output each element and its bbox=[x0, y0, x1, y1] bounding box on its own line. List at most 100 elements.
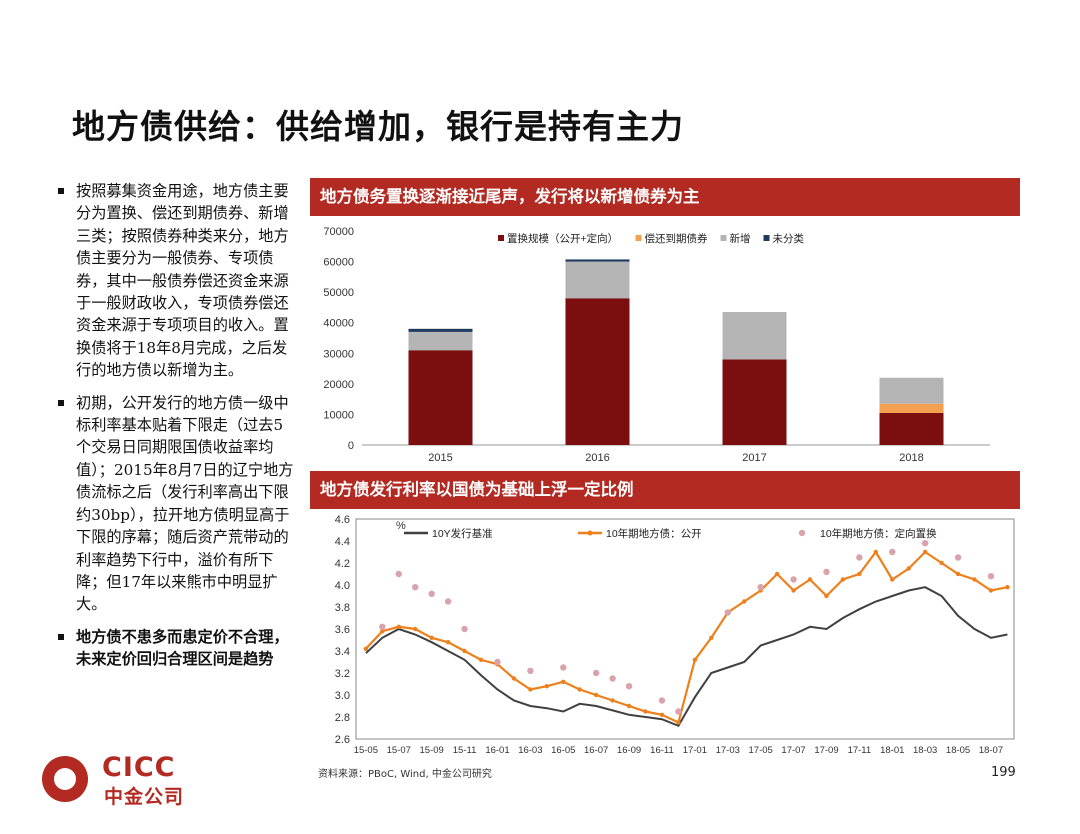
series-marker bbox=[363, 646, 369, 651]
series-line bbox=[365, 586, 1008, 728]
y-tick-label: 60000 bbox=[323, 257, 354, 269]
series-marker bbox=[593, 692, 599, 698]
scatter-point bbox=[379, 623, 386, 630]
x-tick-label: 17-07 bbox=[781, 745, 805, 756]
y-tick-label: 10000 bbox=[323, 409, 354, 421]
y-tick-label: 70000 bbox=[323, 226, 354, 238]
scatter-point bbox=[395, 570, 402, 578]
series-marker bbox=[873, 549, 879, 555]
logo-text-en: CICC bbox=[102, 752, 176, 783]
x-tick-label: 15-07 bbox=[387, 745, 411, 756]
scatter-point bbox=[494, 658, 501, 666]
series-line bbox=[365, 550, 1008, 725]
series-marker bbox=[478, 657, 484, 662]
scatter-point bbox=[790, 576, 797, 583]
scatter-point bbox=[625, 683, 633, 690]
x-tick-label: 16-09 bbox=[617, 745, 641, 756]
series-marker bbox=[643, 709, 648, 714]
series-marker bbox=[561, 679, 566, 684]
y-tick-label: 3.4 bbox=[335, 646, 350, 658]
bullet-marker bbox=[58, 633, 64, 640]
plot-frame bbox=[355, 518, 1015, 740]
x-tick-label: 17-05 bbox=[749, 745, 773, 756]
scatter-point bbox=[675, 708, 682, 715]
legend-label: 偿还到期债券 bbox=[645, 232, 708, 245]
scatter-point bbox=[592, 669, 600, 677]
series-marker bbox=[742, 599, 747, 604]
series-marker bbox=[544, 684, 550, 689]
scatter-point bbox=[757, 584, 764, 591]
bar-segment bbox=[408, 331, 473, 351]
x-tick-label: 2018 bbox=[899, 452, 923, 464]
bullet-item: 初期，公开发行的地方债一级中标利率基本贴着下限走（过去5个交易日同期限国债收益率… bbox=[58, 392, 298, 616]
bullet-text: 初期，公开发行的地方债一级中标利率基本贴着下限走（过去5个交易日同期限国债收益率… bbox=[76, 393, 294, 614]
series-marker bbox=[676, 720, 681, 725]
series-marker bbox=[824, 593, 829, 599]
scatter-point bbox=[609, 675, 616, 682]
legend-label: 10Y发行基准 bbox=[432, 527, 493, 540]
x-tick-label: 17-01 bbox=[683, 745, 707, 756]
scatter-point bbox=[954, 554, 962, 561]
bar-segment bbox=[722, 359, 787, 445]
series-marker bbox=[840, 577, 846, 582]
x-tick-label: 18-01 bbox=[880, 745, 904, 756]
y-tick-label: 4.0 bbox=[335, 580, 350, 592]
legend-swatch bbox=[498, 235, 504, 241]
series-marker bbox=[380, 629, 385, 634]
legend-label: 10年期地方债：定向置换 bbox=[820, 527, 937, 540]
series-marker bbox=[807, 577, 813, 582]
bullet-text: 地方债不患多而患定价不合理，未来定价回归合理区间是趋势 bbox=[76, 627, 289, 669]
series-marker bbox=[906, 566, 911, 571]
scatter-point bbox=[724, 609, 731, 616]
scatter-point bbox=[428, 590, 435, 597]
series-marker bbox=[528, 687, 533, 692]
series-marker bbox=[857, 571, 862, 577]
y-tick-label: 4.2 bbox=[335, 558, 350, 570]
page-title: 地方债供给：供给增加，银行是持有主力 bbox=[72, 107, 684, 146]
bar-segment bbox=[565, 259, 630, 262]
series-marker bbox=[774, 571, 780, 577]
series-marker bbox=[890, 577, 895, 582]
logo-circle-icon bbox=[42, 756, 88, 802]
y-tick-label: 4.4 bbox=[335, 536, 350, 548]
series-marker bbox=[939, 560, 944, 566]
x-tick-label: 18-07 bbox=[979, 745, 1003, 756]
bar-segment bbox=[408, 350, 473, 445]
series-marker bbox=[413, 626, 418, 632]
legend-marker bbox=[587, 530, 593, 536]
y-tick-label: 20000 bbox=[323, 379, 354, 391]
scatter-point bbox=[823, 568, 830, 575]
series-marker bbox=[922, 549, 928, 555]
scatter-point bbox=[987, 573, 995, 580]
scatter-point bbox=[461, 625, 468, 633]
legend-swatch bbox=[720, 235, 727, 241]
bar-chart-title: 地方债务置换逐渐接近尾声，发行将以新增债券为主 bbox=[310, 178, 1020, 216]
series-marker bbox=[692, 657, 698, 662]
y-tick-label: 3.6 bbox=[335, 624, 350, 636]
bar-segment bbox=[565, 261, 630, 299]
legend-marker bbox=[798, 529, 806, 537]
series-marker bbox=[396, 624, 401, 629]
legend-label: 10年期地方债：公开 bbox=[606, 527, 702, 540]
x-tick-label: 15-05 bbox=[354, 745, 378, 756]
scatter-point bbox=[658, 697, 666, 704]
y-tick-label: 2.6 bbox=[335, 734, 350, 746]
x-tick-label: 17-09 bbox=[814, 745, 838, 756]
series-marker bbox=[1005, 585, 1010, 590]
y-tick-label: 50000 bbox=[323, 287, 354, 299]
scatter-point bbox=[560, 664, 567, 671]
x-tick-label: 18-03 bbox=[913, 745, 937, 756]
x-tick-label: 16-05 bbox=[551, 745, 575, 756]
x-tick-label: 2015 bbox=[428, 452, 452, 464]
x-tick-label: 17-03 bbox=[716, 745, 740, 756]
bullet-marker bbox=[58, 188, 64, 194]
bullet-text: 按照募集资金用途，地方债主要分为置换、偿还到期债券、新增三类；按照债券种类来分，… bbox=[76, 182, 289, 380]
legend-label: 未分类 bbox=[773, 232, 805, 245]
bar-segment bbox=[879, 412, 944, 445]
x-tick-label: 2016 bbox=[585, 452, 609, 464]
series-marker bbox=[462, 648, 467, 654]
x-tick-label: 16-01 bbox=[485, 745, 509, 756]
cicc-logo: CICC 中金公司 bbox=[40, 750, 200, 810]
legend-label: 新增 bbox=[730, 232, 751, 245]
bullet-item: 地方债不患多而患定价不合理，未来定价回归合理区间是趋势 bbox=[58, 626, 298, 671]
